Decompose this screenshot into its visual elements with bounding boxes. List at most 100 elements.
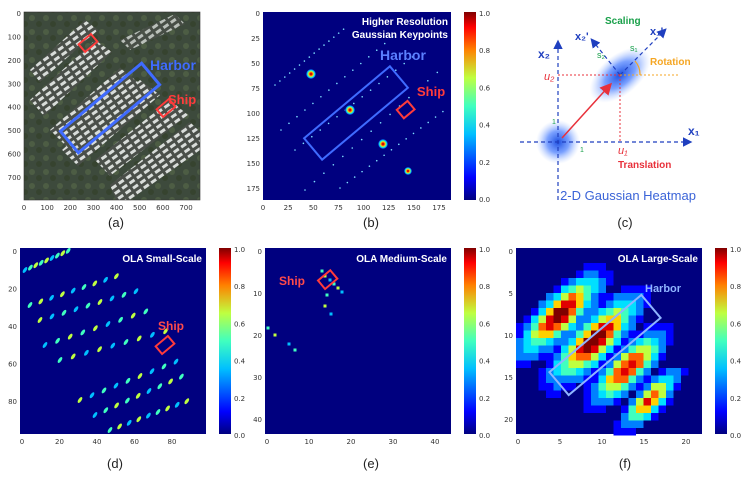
translation-arrow [561,82,613,139]
ship-box-right [155,97,177,119]
heat-cell [591,368,599,376]
heat-cell [651,353,659,361]
small-blob [117,423,122,430]
y-tick-label: 100 [247,110,260,118]
small-blob [49,313,55,320]
heat-cell [606,293,614,301]
colorbar-ticks: 1.0 0.8 0.6 0.4 0.2 0.0 [479,246,491,440]
heat-cell [568,330,576,338]
heat-cell [643,390,651,398]
keypoint [293,68,296,70]
keypoint [368,165,371,167]
panel-f: OLA Large-Scale Harbor 1.0 0.8 0.6 0.4 0.2 0.… [500,240,753,481]
heat-cell [606,345,614,353]
medium-point [287,342,291,346]
x-tick-label: 0 [22,204,26,212]
heat-cell [583,308,591,316]
x-tick-label: 20 [682,438,691,446]
y-tick-label: 5 [509,290,513,298]
heat-cell [576,375,584,383]
keypoint [370,130,372,132]
keypoint [274,84,276,86]
heat-cell [576,323,584,331]
heat-cell [598,278,606,286]
x-axis-ticks: 0 20 40 60 80 [20,438,177,446]
heat-cell [613,420,621,428]
colorbar-tick-label: 0.0 [730,432,741,440]
x-tick-label: 150 [407,204,420,212]
panel-c: x₁ x₂ x₁' x₂' Scaling s₁ s₂ Rotation Tra… [500,0,753,240]
small-blob [107,427,113,433]
x1prime-axis [619,28,667,76]
panel-c-svg: x₁ x₂ x₁' x₂' Scaling s₁ s₂ Rotation Tra… [520,16,700,203]
heat-cell [591,405,599,413]
heat-cell [598,300,606,308]
heat-cell [636,398,644,406]
y-tick-label: 500 [8,127,21,135]
heat-cell [628,420,636,428]
heat-cell [636,390,644,398]
keypoint [383,42,386,45]
y-tick-label: 100 [8,33,21,41]
unit-label: 1 [580,147,584,154]
x-axis-ticks: 0 100 200 300 400 500 600 700 [22,204,193,212]
heat-cell [666,383,674,391]
heat-cell [598,360,606,368]
keypoint [375,49,378,51]
small-blob [42,342,48,348]
heat-cell [643,330,651,338]
heat-cell [591,375,599,383]
x-tick-label: 60 [130,438,139,446]
small-blob [85,302,91,309]
heat-cell [598,375,606,383]
heat-cell [613,390,621,398]
heat-cell [568,345,576,353]
heat-cell [606,323,614,331]
heat-cell [651,323,659,331]
keypoint [427,121,429,124]
keypoint [408,96,410,99]
x-tick-label: 30 [389,438,398,446]
heat-cell [643,300,651,308]
keypoint [332,164,335,166]
y-tick-label: 175 [247,185,260,193]
heat-cell [628,293,636,301]
gaussian-keypoint [345,105,355,115]
colorbar-d [219,248,231,434]
keypoint [336,115,338,118]
heat-cell [561,278,569,286]
x-tick-label: 20 [55,438,64,446]
small-blob [80,329,86,336]
keypoint [318,48,320,50]
heat-cell [598,293,606,301]
heat-cell [568,293,576,301]
keypoint [378,82,380,85]
colorbar-tick-label: 0.2 [234,395,245,403]
heat-cell [553,315,561,323]
panel-a-svg: Harbor Ship 0 100 200 300 400 500 600 700 0 100 2… [8,10,201,212]
title-b-line1: Higher Resolution [362,17,448,28]
heat-cell [568,360,576,368]
heat-cell [531,338,539,346]
small-blob [135,392,141,399]
x-tick-label: 300 [87,204,100,212]
heat-cell [643,368,651,376]
scaling-label: Scaling [605,16,641,27]
heat-cell [621,368,629,376]
keypoint [361,96,363,98]
heat-cell [606,383,614,391]
keypoint [352,69,354,71]
heat-cell [561,383,569,391]
keypoint [328,40,330,42]
heat-cell [621,383,629,391]
harbor-label-b: Harbor [380,47,426,63]
heat-cell [546,308,554,316]
heat-cell [576,293,584,301]
heat-cell [546,338,554,346]
panel-e: OLA Medium-Scale Ship 1.0 0.8 0.6 0.4 0.2 0.0… [245,240,500,481]
heat-cell [538,315,546,323]
heat-cell [576,368,584,376]
heat-cell [568,368,576,376]
panel-b-svg: Harbor Ship Higher Resolution Gaussian K… [247,10,491,212]
small-blob [146,412,151,419]
